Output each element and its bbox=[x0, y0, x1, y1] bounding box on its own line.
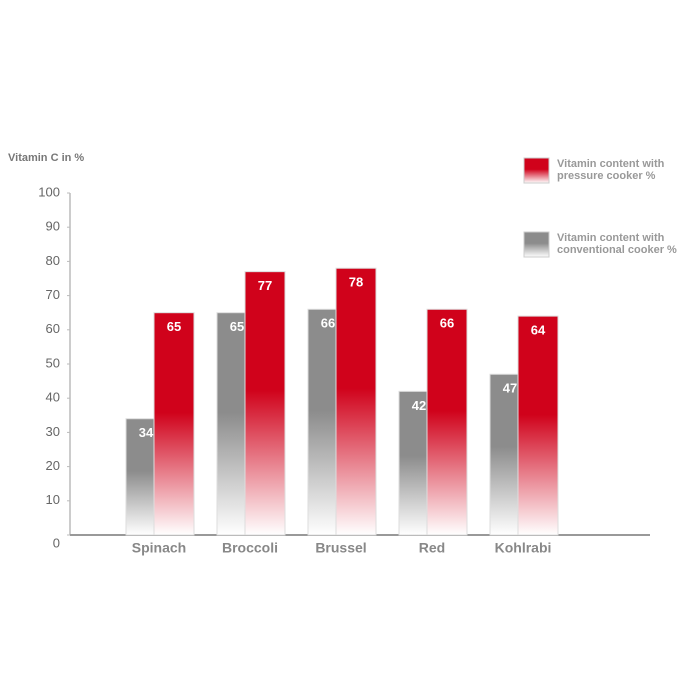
y-axis-label: Vitamin C in % bbox=[8, 152, 84, 164]
y-tick-label: 50 bbox=[46, 355, 60, 370]
x-tick-label: Kohlrabi bbox=[495, 540, 552, 556]
legend-label: Vitamin content with conventional cooker… bbox=[557, 232, 677, 256]
legend-label: Vitamin content with pressure cooker % bbox=[557, 158, 665, 182]
data-label: 66 bbox=[321, 316, 335, 331]
y-tick-label: 60 bbox=[46, 321, 60, 336]
data-label: 47 bbox=[503, 381, 517, 396]
legend-swatch bbox=[523, 157, 550, 184]
y-tick-label: 90 bbox=[46, 219, 60, 234]
data-label: 34 bbox=[139, 425, 154, 440]
y-tick-label: 100 bbox=[38, 184, 60, 199]
bar bbox=[426, 308, 468, 536]
y-tick-label: 70 bbox=[46, 287, 60, 302]
x-tick-label: Spinach bbox=[132, 540, 186, 556]
x-tick-label: Broccoli bbox=[222, 540, 278, 556]
y-tick-label: 40 bbox=[46, 390, 60, 405]
data-label: 65 bbox=[230, 319, 244, 334]
y-tick-label: 10 bbox=[46, 492, 60, 507]
bar bbox=[244, 271, 286, 536]
data-label: 66 bbox=[440, 316, 454, 331]
y-tick-label: 20 bbox=[46, 458, 60, 473]
y-tick-label: 30 bbox=[46, 424, 60, 439]
data-label: 77 bbox=[258, 278, 272, 293]
bar bbox=[153, 312, 195, 536]
data-label: 42 bbox=[412, 398, 426, 413]
x-tick-label: Red bbox=[419, 540, 445, 556]
data-label: 78 bbox=[349, 275, 363, 290]
bar bbox=[517, 315, 559, 536]
y-tick-label: 0 bbox=[53, 535, 60, 550]
data-label: 65 bbox=[167, 319, 181, 334]
data-label: 64 bbox=[531, 323, 546, 338]
y-tick-label: 80 bbox=[46, 253, 60, 268]
legend-swatch bbox=[523, 231, 550, 258]
x-tick-label: Brussel bbox=[315, 540, 366, 556]
bar bbox=[335, 267, 377, 536]
